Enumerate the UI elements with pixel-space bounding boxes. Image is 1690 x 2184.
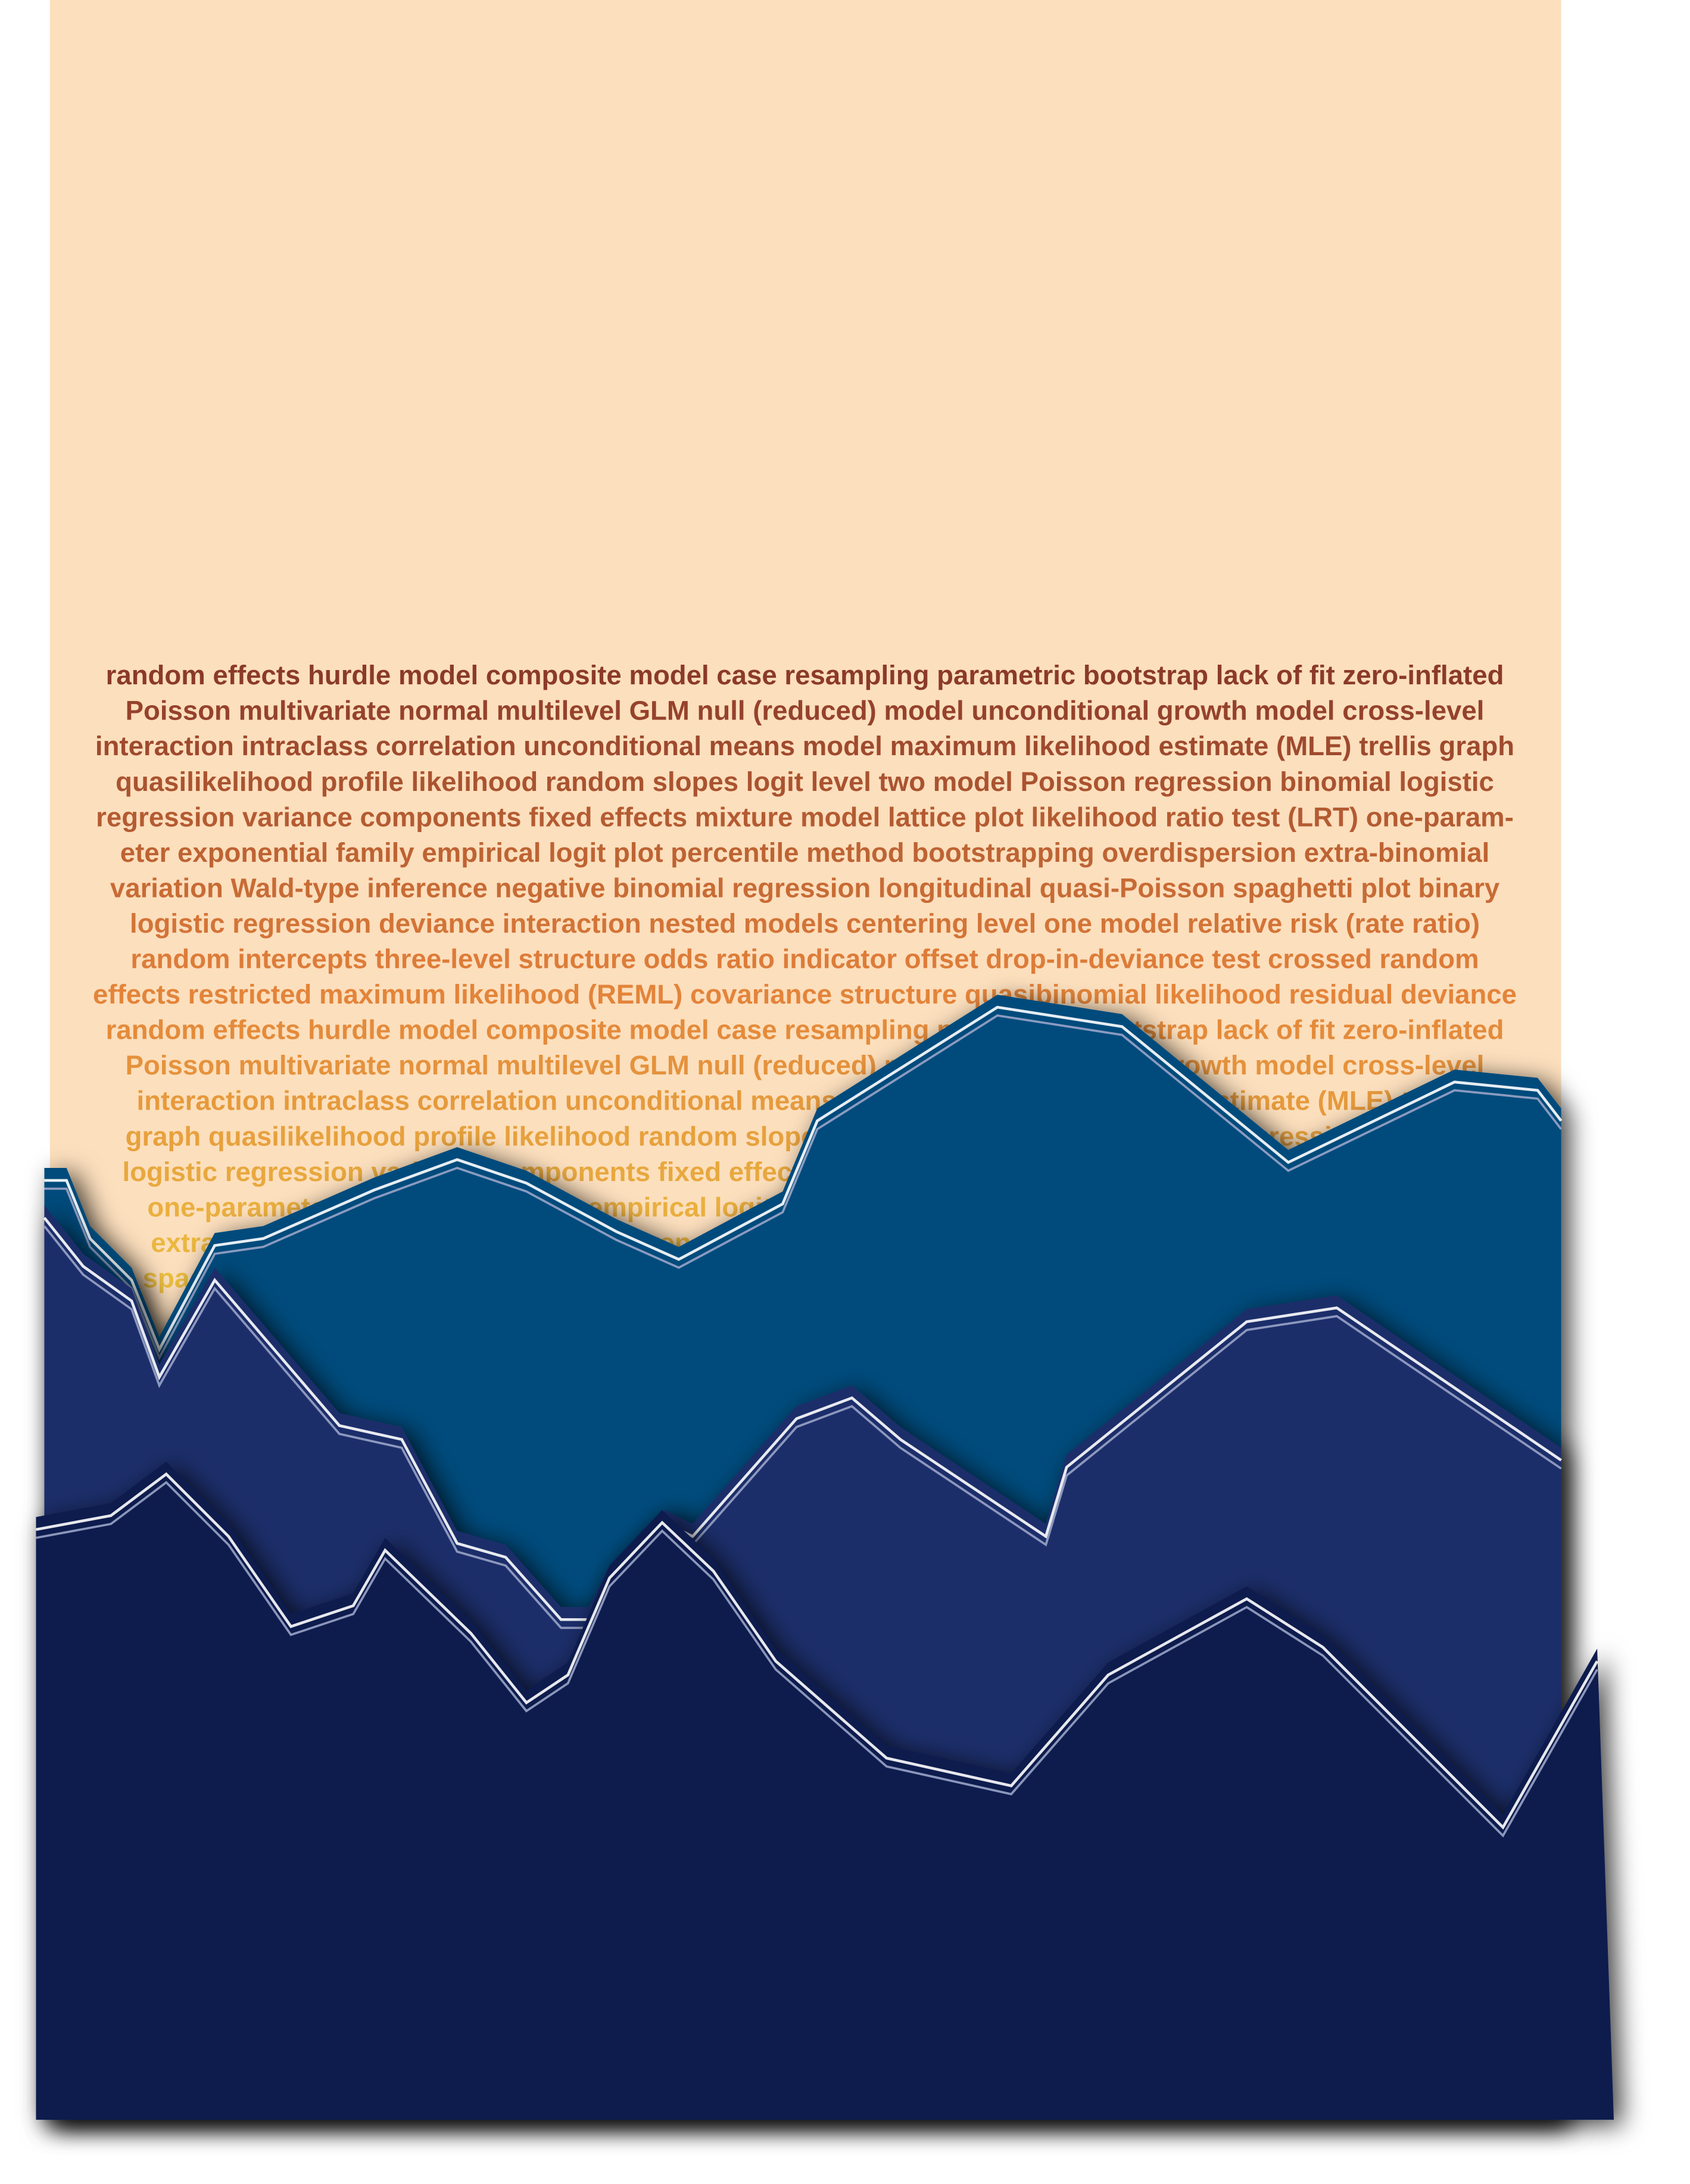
text-line: random effects hurdle model composite mo…: [106, 1015, 1504, 1045]
text-line: regression variance components fixed eff…: [96, 802, 1514, 832]
text-line: Poisson multivariate normal multilevel G…: [126, 1050, 1485, 1080]
text-line: eter exponential family empirical logit …: [120, 837, 1490, 868]
text-line: random intercepts three-level structure …: [130, 944, 1479, 974]
waves: [36, 995, 1614, 2120]
wave-stripe: [44, 1005, 1563, 1353]
text-line: effects restricted maximum likelihood (R…: [93, 979, 1517, 1010]
text-line: variation Wald-type inference negative b…: [110, 873, 1500, 903]
text-line: random effects hurdle model composite mo…: [106, 660, 1504, 690]
wave-layer: [36, 1462, 1614, 2120]
text-line: quasilikelihood profile likelihood rando…: [116, 767, 1494, 797]
text-line: interaction intraclass correlation uncon…: [95, 731, 1514, 761]
wave-stripe: [36, 1481, 1598, 1838]
text-line: logistic regression deviance interaction…: [130, 908, 1480, 939]
text-line: Poisson multivariate normal multilevel G…: [126, 696, 1485, 726]
wave-stripe: [36, 1472, 1599, 1830]
text-line: interaction intraclass correlation uncon…: [137, 1086, 1473, 1116]
wave-stripe: [44, 1014, 1563, 1361]
